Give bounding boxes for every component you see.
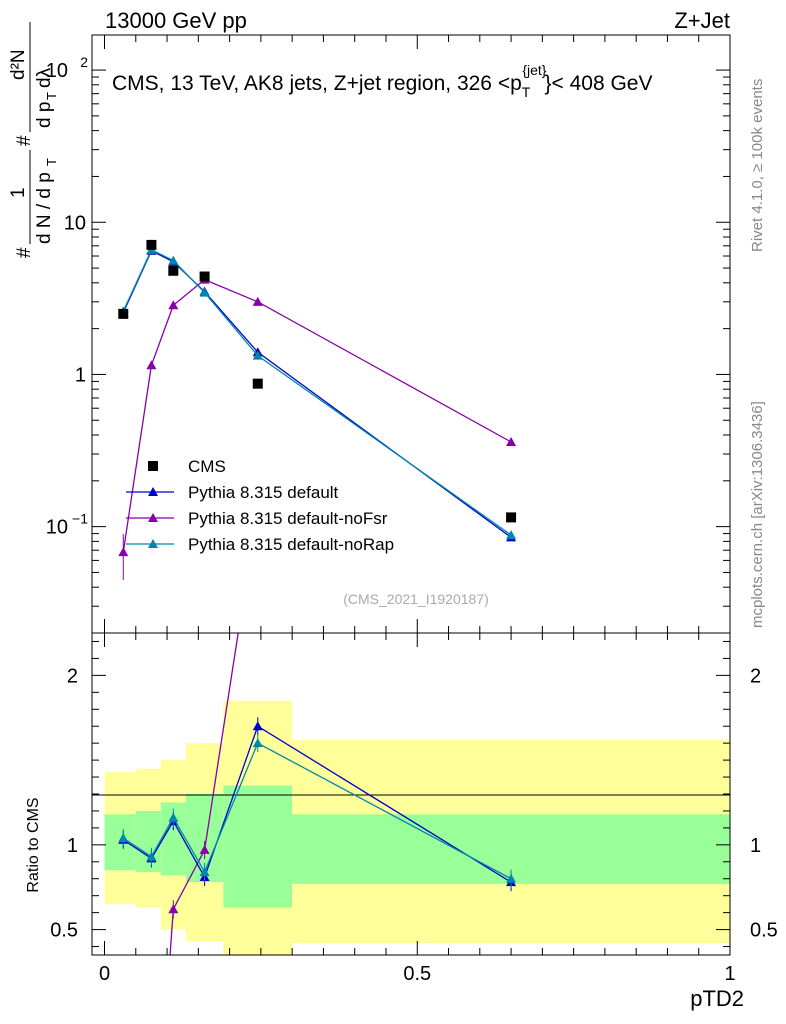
ratio-y-tick-label-right: 0.5 (750, 920, 778, 942)
ratio-y-tick-label-left: 1 (67, 835, 78, 857)
ratio-series (118, 633, 517, 955)
legend-label-nofsr: Pythia 8.315 default-noFsr (188, 509, 388, 528)
band-inner (135, 810, 161, 872)
ylabel-den: d p (34, 102, 55, 128)
marker-norap (252, 350, 263, 360)
ratio-panel: 0.5 0.5 1 1 2 2 0 0.5 1 (50, 632, 778, 985)
ratio-x-tick-label: 1 (724, 963, 735, 985)
ylabel-hash1: # (14, 247, 35, 258)
ylabel-dl: dλ (34, 67, 55, 88)
ratio-line-norap (122, 742, 512, 880)
marker-norap (168, 255, 179, 265)
ratio-y-tick-label-right: 2 (750, 665, 761, 687)
legend-label-norap: Pythia 8.315 default-noRap (188, 535, 394, 554)
legend-label-default: Pythia 8.315 default (188, 483, 339, 502)
marker-cms (168, 265, 179, 276)
ratio-line-nofsr (169, 633, 239, 955)
ratio-marker-norap (168, 812, 179, 822)
main-y-tick-label: 10 (46, 60, 68, 82)
ratio-x-tick-label: 0.5 (403, 963, 431, 985)
marker-cms (506, 512, 517, 523)
marker-norap (199, 287, 210, 297)
chart-title: CMS, 13 TeV, AK8 jets, Z+jet region, 326… (112, 62, 652, 100)
marker-norap (506, 530, 517, 540)
marker-cms (199, 271, 210, 282)
ratio-marker-norap (506, 873, 517, 883)
main-series (118, 239, 517, 581)
marker-cms (118, 308, 129, 319)
ylabel-hash2: # (14, 135, 35, 146)
ylabel-one: 1 (8, 187, 29, 198)
mcplots-label: mcplots.cern.ch [arXiv:1306.3436] (749, 401, 766, 628)
legend: CMS Pythia 8.315 default Pythia 8.315 defa… (126, 457, 394, 554)
title-sup: {jet} (522, 62, 546, 78)
ratio-marker-norap (199, 866, 210, 876)
header-right: Z+Jet (674, 8, 730, 33)
ylabel-num: d²N (8, 49, 29, 80)
main-y-tick-exponent: 2 (80, 54, 88, 70)
main-y-tick-label: 10 (64, 212, 86, 234)
marker-nofsr (146, 360, 157, 370)
rivet-label: Rivet 4.1.0, ≥ 100k events (749, 79, 766, 252)
title-sub: T (522, 84, 531, 100)
legend-marker-default (148, 487, 158, 496)
main-y-tick-label: 1 (75, 364, 86, 386)
main-y-tick-label: 10 (46, 517, 68, 539)
title-tail: }< 408 GeV (544, 72, 652, 95)
ratio-marker-norap (146, 851, 157, 861)
main-y-tick-exponent: −1 (72, 511, 88, 527)
marker-cms (252, 378, 263, 389)
ratio-marker-default (252, 721, 263, 731)
ratio-marker-nofsr (168, 904, 179, 914)
legend-marker-cms (148, 461, 158, 471)
x-axis-label: pTD2 (690, 986, 744, 1011)
marker-nofsr (506, 436, 517, 446)
line-nofsr (122, 278, 512, 553)
band-inner (223, 785, 293, 908)
ratio-marker-nofsr (199, 844, 210, 854)
ratio-marker-norap (118, 833, 129, 843)
analysis-id: (CMS_2021_I1920187) (343, 591, 489, 607)
line-norap (122, 248, 512, 536)
ylabel-sub2: T (44, 92, 59, 100)
marker-cms (146, 239, 157, 250)
ratio-y-label: Ratio to CMS (25, 797, 42, 892)
ratio-y-tick-label-left: 0.5 (50, 920, 78, 942)
legend-label-cms: CMS (188, 457, 226, 476)
ratio-series-clipped (118, 633, 517, 955)
marker-nofsr (252, 296, 263, 306)
ratio-y-tick-label-right: 1 (750, 835, 761, 857)
ratio-frame (91, 632, 731, 956)
header-left: 13000 GeV pp (105, 8, 247, 33)
legend-marker-norap (148, 539, 158, 548)
ylabel-sub1: T (44, 158, 59, 166)
ratio-marker-norap (252, 738, 263, 748)
marker-nofsr (168, 300, 179, 310)
ratio-ticks: 0.5 0.5 1 1 2 2 0 0.5 1 (50, 633, 778, 985)
ylabel-dn: d N / d p (34, 172, 55, 244)
ratio-x-tick-label: 0 (99, 963, 110, 985)
title-text: CMS, 13 TeV, AK8 jets, Z+jet region, 326… (112, 72, 522, 95)
main-y-label: # 1 d N / d p T # d²N d p T dλ (8, 22, 59, 258)
ratio-line-default (122, 725, 512, 883)
legend-marker-nofsr (148, 513, 158, 522)
ratio-y-tick-label-left: 2 (67, 665, 78, 687)
